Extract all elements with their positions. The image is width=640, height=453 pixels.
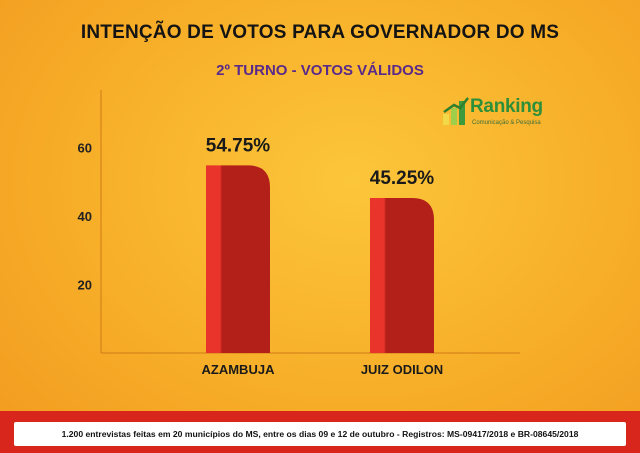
bar (370, 197, 434, 353)
chart-title: INTENÇÃO DE VOTOS PARA GOVERNADOR DO MS (80, 22, 560, 43)
y-tick-label: 20 (78, 277, 92, 292)
bar-chart-logo-icon (443, 97, 469, 125)
data-label: 54.75% (206, 135, 271, 156)
chart-subtitle: 2º TURNO - VOTOS VÁLIDOS (216, 62, 424, 79)
y-tick-label: 60 (78, 140, 92, 155)
ranking-logo: Ranking Comunicação & Pesquisa (442, 96, 557, 130)
logo-tagline: Comunicação & Pesquisa (472, 120, 541, 126)
footer-bar: 1.200 entrevistas feitas em 20 município… (0, 411, 640, 453)
bar (206, 165, 270, 353)
y-tick-label: 40 (78, 209, 92, 224)
x-tick-label: AZAMBUJA (202, 362, 276, 377)
x-tick-label: JUIZ ODILON (361, 362, 443, 377)
footer-note: 1.200 entrevistas feitas em 20 município… (14, 422, 626, 446)
data-label: 45.25% (370, 168, 435, 189)
bar-chart: 20 40 60 54.75% AZAMBUJA 45.25% JUIZ ODILON (78, 90, 520, 377)
logo-name: Ranking (470, 96, 543, 117)
